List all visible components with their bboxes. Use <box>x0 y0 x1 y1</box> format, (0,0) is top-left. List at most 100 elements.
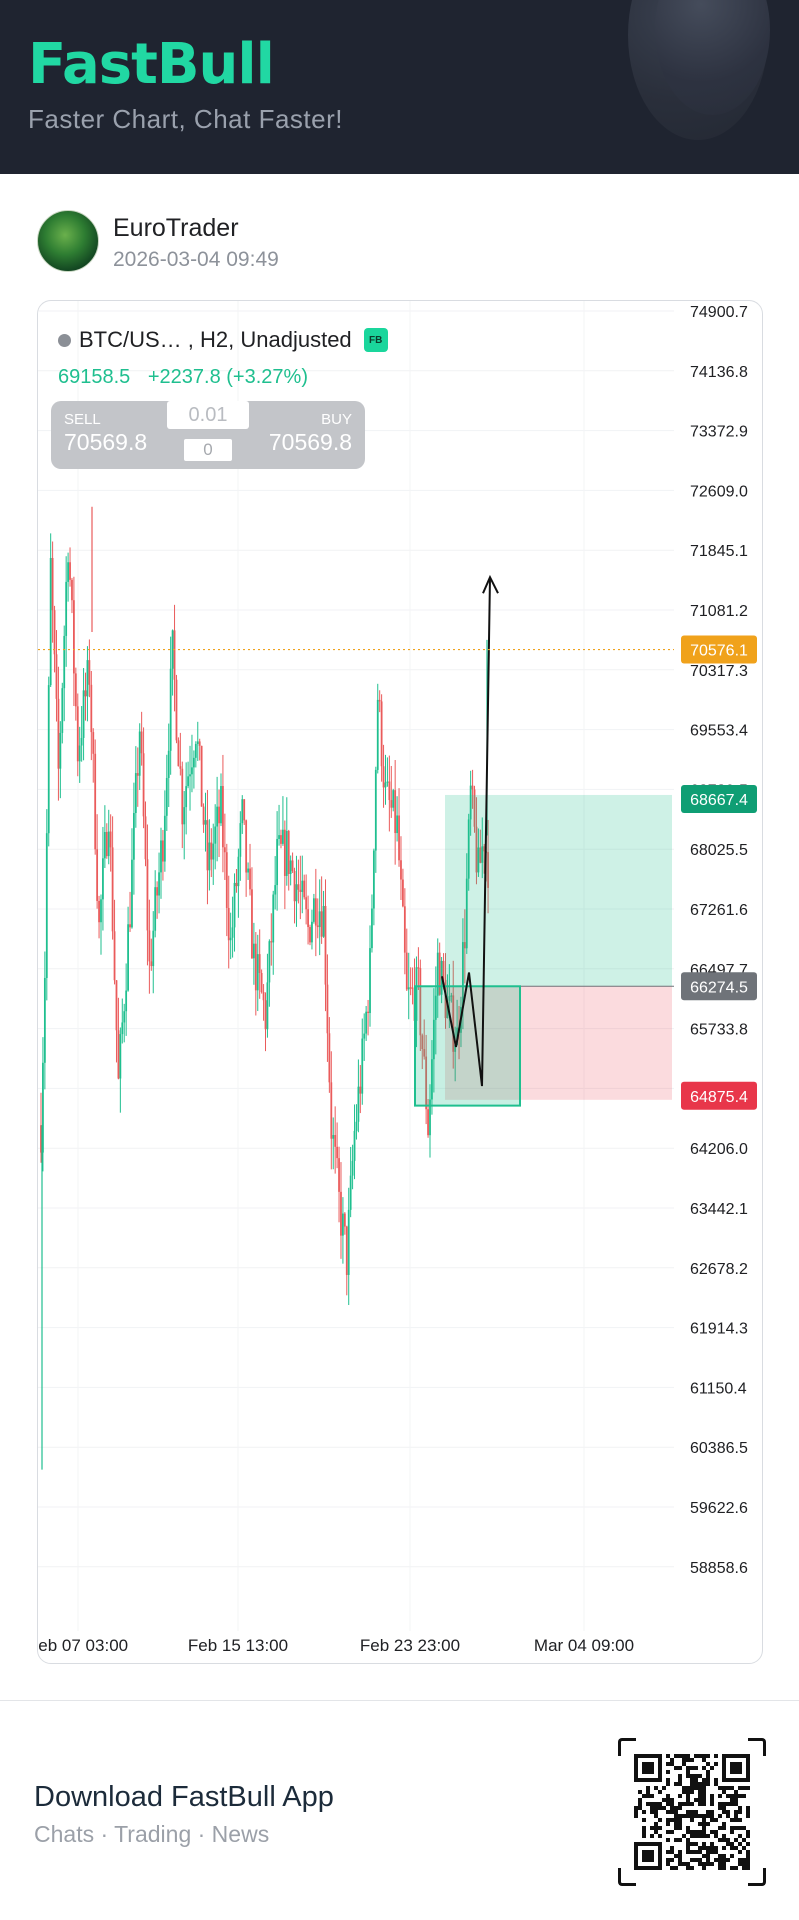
price-tag-label: 64875.4 <box>690 1089 748 1106</box>
candle-body <box>202 806 205 825</box>
candle-body <box>134 773 137 813</box>
x-tick-label: Feb 23 23:00 <box>360 1636 460 1655</box>
candle-body <box>146 859 149 931</box>
candle-body <box>400 860 402 880</box>
candle-body <box>396 815 399 834</box>
y-tick-label: 71845.1 <box>690 543 748 560</box>
candle-body <box>73 600 75 674</box>
candle-body <box>187 776 189 787</box>
candle-body <box>94 753 97 850</box>
price-tag-label: 70576.1 <box>690 643 748 660</box>
price-row: 69158.5 +2237.8 (+3.27%) <box>58 366 320 389</box>
username[interactable]: EuroTrader <box>113 214 239 242</box>
candle-body <box>169 668 172 751</box>
candle-body <box>245 820 248 873</box>
candle-body <box>192 757 195 768</box>
x-tick-label: Feb 07 03:00 <box>38 1636 128 1655</box>
candle-body <box>69 562 71 580</box>
arrow-head-icon <box>482 574 499 594</box>
qr-code[interactable] <box>618 1738 766 1886</box>
candle-body <box>386 781 389 783</box>
candle-body <box>74 673 77 707</box>
candle-body <box>384 782 387 788</box>
candle-body <box>347 1209 350 1275</box>
candle-body <box>102 858 104 900</box>
candle-body <box>282 829 284 844</box>
candle-body <box>123 1011 126 1023</box>
candle-body <box>105 831 108 857</box>
candle-body <box>359 1086 362 1094</box>
candle-body <box>100 899 102 923</box>
x-tick-label: Feb 15 13:00 <box>188 1636 288 1655</box>
y-tick-label: 62678.2 <box>690 1261 748 1278</box>
sell-button[interactable]: 70569.8 <box>64 429 148 455</box>
quantity-input[interactable]: 0.01 <box>167 401 249 429</box>
candle-body <box>42 1062 44 1153</box>
brand-tagline: Faster Chart, Chat Faster! <box>28 104 343 134</box>
candle-body <box>119 1034 122 1079</box>
y-tick-label: 61150.4 <box>690 1380 747 1397</box>
candle-body <box>390 800 393 808</box>
app-header: FastBull Faster Chart, Chat Faster! <box>0 0 799 174</box>
candle-body <box>98 900 100 923</box>
candle-body <box>49 557 52 686</box>
candle-body <box>53 610 56 655</box>
price-change: +2237.8 (+3.27%) <box>147 366 308 388</box>
candle-body <box>324 906 327 985</box>
candle-body <box>243 799 246 821</box>
candle-body <box>463 942 466 949</box>
download-title[interactable]: Download FastBull App <box>34 1781 334 1813</box>
candle-body <box>84 690 87 697</box>
candle-body <box>127 924 129 991</box>
avatar[interactable] <box>37 210 99 272</box>
candle-body <box>158 872 160 896</box>
candle-body <box>349 1175 352 1210</box>
candle-body <box>154 887 157 931</box>
candle-body <box>446 1000 449 1019</box>
candle-body <box>131 859 133 928</box>
candle-body <box>328 1033 331 1083</box>
candle-body <box>241 799 244 824</box>
symbol-label: BTC/US… , H2, Unadjusted <box>79 327 352 352</box>
candle-body <box>415 967 418 1021</box>
candle-body <box>307 909 309 928</box>
candle-body <box>117 1030 120 1079</box>
candle-body <box>142 753 145 817</box>
download-subtitle: Chats · Trading · News <box>34 1821 270 1847</box>
y-tick-label: 73372.9 <box>690 424 748 441</box>
candle-body <box>231 927 234 938</box>
y-tick-label: 70317.3 <box>690 663 748 680</box>
candle-body <box>185 786 188 808</box>
candle-body <box>483 846 486 852</box>
candle-body <box>251 889 253 959</box>
candle-body <box>417 967 420 969</box>
secondary-value: 0 <box>184 439 232 461</box>
candle-body <box>258 954 261 973</box>
candle-body <box>303 880 306 898</box>
candle-body <box>293 871 296 902</box>
candle-body <box>434 995 437 1020</box>
symbol-row[interactable]: BTC/US… , H2, Unadjusted FB <box>58 323 388 357</box>
candle-body <box>343 1213 346 1227</box>
chart-card[interactable]: 74900.7 74136.8 73372.9 72609.0 71845.1 71081… <box>37 300 763 1664</box>
candle-body <box>216 806 219 827</box>
candle-body <box>40 1125 42 1153</box>
candle-body <box>475 826 478 873</box>
candle-body <box>402 879 404 907</box>
candle-body <box>291 860 294 872</box>
candle-body <box>357 1086 360 1122</box>
candle-body <box>233 882 236 928</box>
candle-body <box>78 745 81 762</box>
candle-body <box>318 911 321 928</box>
buy-button[interactable]: 70569.8 <box>268 429 352 455</box>
candle-body <box>272 894 275 943</box>
candle-body <box>278 835 280 839</box>
candle-body <box>183 807 186 825</box>
drawn-rectangle <box>414 985 521 1107</box>
candlestick-chart[interactable]: 74900.7 74136.8 73372.9 72609.0 71845.1 71081… <box>38 301 763 1664</box>
y-tick-label: 71081.2 <box>690 603 748 620</box>
candle-body <box>144 816 147 860</box>
candle-body <box>311 921 313 943</box>
candle-body <box>289 860 292 875</box>
candle-body <box>316 925 319 928</box>
